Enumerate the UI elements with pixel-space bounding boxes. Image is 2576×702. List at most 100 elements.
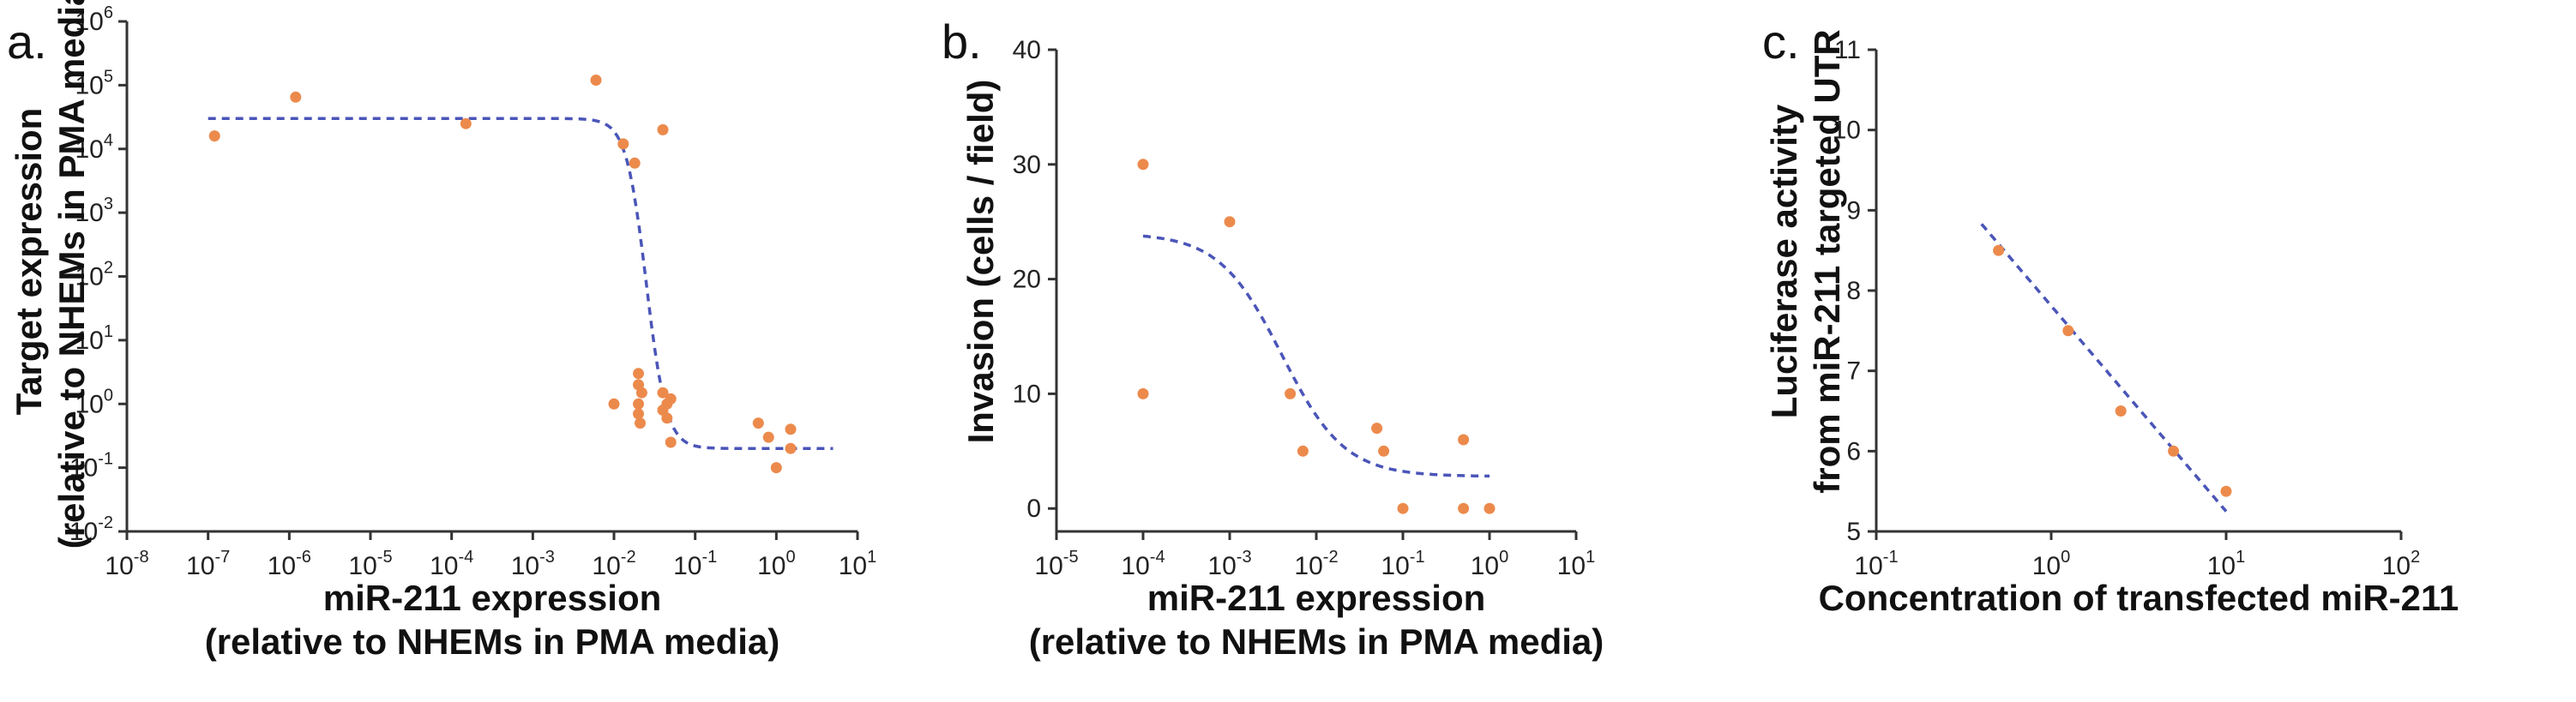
y-axis-title: Invasion (cells / field) [960, 80, 1001, 444]
data-point [629, 157, 641, 169]
x-tick-label: 10-3 [1207, 548, 1251, 580]
data-point [460, 117, 472, 129]
data-point [2220, 485, 2232, 497]
data-point [1285, 387, 1297, 399]
x-axis-title: (relative to NHEMs in PMA media) [1029, 621, 1604, 662]
y-tick-label: 0 [1026, 495, 1041, 523]
y-tick-label: 5 [1846, 518, 1861, 546]
x-tick-label: 102 [2382, 548, 2421, 580]
data-point [633, 368, 644, 380]
x-axis-title: miR-211 expression [323, 578, 662, 618]
data-point [290, 91, 302, 103]
data-point [635, 417, 646, 429]
data-point [1397, 502, 1409, 514]
data-point [1137, 159, 1149, 171]
x-axis-title: miR-211 expression [1147, 578, 1486, 618]
data-point [657, 387, 669, 399]
x-tick-label: 100 [757, 548, 796, 580]
y-tick-label: 11 [1834, 36, 1861, 64]
data-point [1224, 216, 1236, 228]
data-point [633, 408, 644, 420]
y-tick-label: 105 [75, 67, 114, 99]
y-tick-label: 102 [75, 259, 114, 291]
x-tick-label: 10-5 [348, 548, 392, 580]
x-tick-label: 10-2 [1294, 548, 1338, 580]
fit-curve [208, 117, 834, 450]
data-point [1458, 502, 1470, 514]
panel-b: b.10-5 10-4 10-3 10-2 10-1 100 101010203040Inv… [942, 15, 1604, 662]
y-tick-label: 101 [75, 322, 114, 355]
data-point [785, 423, 797, 435]
x-axis-title: Concentration of transfected miR-211 [1819, 578, 2459, 618]
data-point [1371, 423, 1383, 435]
y-tick-label: 104 [75, 131, 114, 164]
panel-a: a. 10-8 10-7 10-6 10-5 10-4 10-3 10-2 10-1 100 101… [7, 0, 876, 662]
x-tick-label: 10-1 [1854, 548, 1898, 580]
y-tick-label: 100 [75, 386, 114, 418]
data-point [208, 130, 220, 142]
y-axis-title: from miR-211 targeted UTR [1807, 29, 1847, 493]
data-point [608, 398, 620, 410]
x-tick-label: 10-1 [1381, 548, 1424, 580]
panel-c: c. 10-1 100 101 102 5 6 7 8 9 10 11 Luciferase activ… [1762, 15, 2459, 618]
x-tick-label: 101 [2207, 548, 2246, 580]
x-tick-label: 10-7 [186, 548, 230, 580]
data-point [665, 393, 677, 405]
data-point [665, 436, 677, 448]
y-axis-title: Target expression [9, 108, 49, 416]
y-tick-label: 6 [1846, 437, 1861, 465]
x-tick-label: 100 [1471, 548, 1509, 580]
data-point [661, 412, 673, 424]
fit-curve [1980, 223, 2228, 513]
y-tick-label: 10-1 [69, 450, 113, 483]
data-point [1484, 502, 1496, 514]
panel-label: a. [7, 15, 47, 69]
x-tick-label: 10-4 [430, 548, 473, 580]
y-tick-label: 20 [1013, 266, 1041, 294]
x-tick-label: 10-8 [105, 548, 148, 580]
y-axis-title: (relative to NHEMs in PMA media) [51, 0, 92, 549]
fit-curve [1142, 234, 1490, 478]
y-tick-label: 30 [1013, 151, 1041, 179]
y-axis-title: Luciferase activity [1764, 104, 1804, 418]
data-point [590, 75, 602, 86]
y-tick-label: 10-2 [69, 513, 113, 546]
data-point [657, 123, 669, 135]
data-point [635, 387, 647, 399]
x-tick-label: 10-5 [1034, 548, 1078, 580]
y-tick-label: 106 [75, 3, 114, 36]
data-point [770, 462, 782, 474]
data-point [762, 431, 774, 443]
y-tick-label: 103 [75, 195, 114, 227]
data-point [1297, 445, 1309, 457]
data-point [617, 138, 629, 150]
data-point [785, 442, 797, 454]
panel-label: c. [1762, 15, 1800, 69]
x-tick-label: 101 [1557, 548, 1596, 580]
data-point [1378, 445, 1390, 457]
y-tick-label: 40 [1013, 36, 1041, 64]
panel-label: b. [942, 15, 982, 69]
data-point [2115, 405, 2127, 417]
x-tick-label: 10-2 [592, 548, 635, 580]
y-tick-label: 9 [1846, 196, 1861, 225]
data-point [2062, 325, 2074, 337]
y-tick-label: 10 [1013, 380, 1041, 408]
data-point [1137, 387, 1149, 399]
x-axis-title: (relative to NHEMs in PMA media) [205, 621, 780, 662]
data-point [2168, 445, 2180, 457]
data-point [1993, 244, 2005, 256]
x-tick-label: 100 [2032, 548, 2071, 580]
x-tick-label: 10-6 [268, 548, 311, 580]
x-tick-label: 10-1 [673, 548, 717, 580]
data-point [633, 398, 644, 410]
x-tick-label: 10-4 [1121, 548, 1165, 580]
data-point [1458, 434, 1470, 446]
y-tick-label: 8 [1846, 277, 1861, 305]
data-point [752, 417, 764, 429]
x-tick-label: 101 [839, 548, 877, 580]
x-tick-label: 10-3 [511, 548, 555, 580]
y-tick-label: 10 [1833, 117, 1861, 145]
y-tick-label: 7 [1846, 357, 1861, 386]
